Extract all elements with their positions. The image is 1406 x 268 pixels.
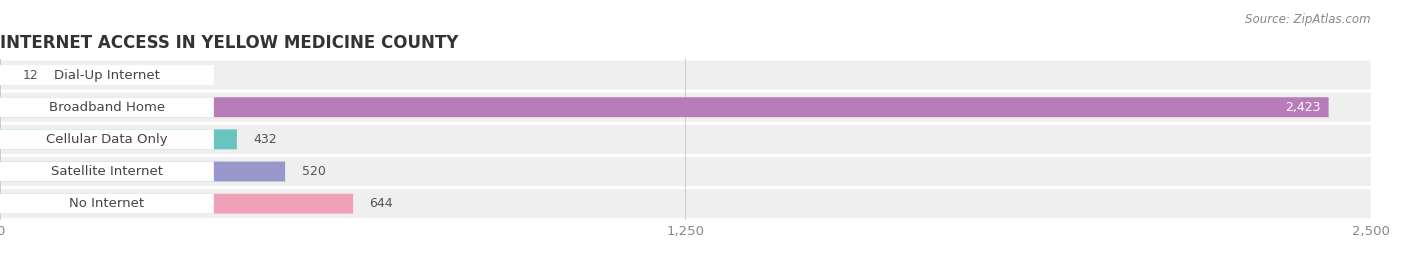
FancyBboxPatch shape bbox=[0, 129, 214, 149]
FancyBboxPatch shape bbox=[0, 61, 1371, 90]
Text: INTERNET ACCESS IN YELLOW MEDICINE COUNTY: INTERNET ACCESS IN YELLOW MEDICINE COUNT… bbox=[0, 34, 458, 52]
Text: Source: ZipAtlas.com: Source: ZipAtlas.com bbox=[1246, 13, 1371, 27]
Text: 520: 520 bbox=[301, 165, 325, 178]
Text: 12: 12 bbox=[22, 69, 39, 81]
FancyBboxPatch shape bbox=[0, 157, 1371, 186]
FancyBboxPatch shape bbox=[0, 65, 7, 85]
FancyBboxPatch shape bbox=[0, 129, 236, 149]
FancyBboxPatch shape bbox=[0, 194, 353, 214]
FancyBboxPatch shape bbox=[0, 194, 214, 214]
FancyBboxPatch shape bbox=[0, 93, 1371, 122]
FancyBboxPatch shape bbox=[0, 162, 214, 181]
FancyBboxPatch shape bbox=[0, 189, 1371, 218]
Text: 2,423: 2,423 bbox=[1285, 101, 1320, 114]
Text: 644: 644 bbox=[370, 197, 394, 210]
FancyBboxPatch shape bbox=[0, 97, 1329, 117]
Text: Dial-Up Internet: Dial-Up Internet bbox=[53, 69, 160, 81]
Text: 432: 432 bbox=[253, 133, 277, 146]
Text: Broadband Home: Broadband Home bbox=[49, 101, 165, 114]
FancyBboxPatch shape bbox=[0, 125, 1371, 154]
FancyBboxPatch shape bbox=[0, 65, 214, 85]
Text: Satellite Internet: Satellite Internet bbox=[51, 165, 163, 178]
FancyBboxPatch shape bbox=[0, 97, 214, 117]
Text: No Internet: No Internet bbox=[69, 197, 145, 210]
FancyBboxPatch shape bbox=[0, 162, 285, 181]
Text: Cellular Data Only: Cellular Data Only bbox=[46, 133, 167, 146]
